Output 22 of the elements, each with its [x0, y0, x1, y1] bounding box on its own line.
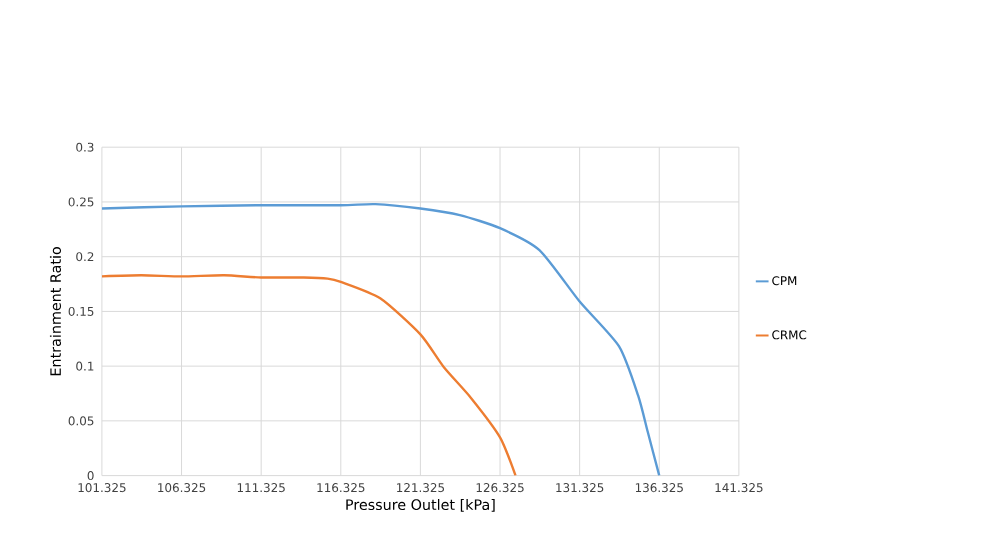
x-tick-label: 101.325 — [78, 483, 126, 493]
y-tick-label: 0.15 — [68, 307, 94, 317]
x-tick-label: 121.325 — [397, 483, 445, 493]
x-axis-title: Pressure Outlet [kPa] — [346, 499, 495, 512]
x-tick-label: 141.325 — [715, 483, 763, 493]
y-tick-label: 0.25 — [68, 197, 94, 207]
line-series — [101, 203, 661, 476]
legend-label: CRMC — [772, 330, 807, 340]
x-tick-label: 116.325 — [317, 483, 365, 493]
x-tick-label: 136.325 — [635, 483, 683, 493]
x-tick-label: 131.325 — [556, 483, 604, 493]
y-tick-label: 0.2 — [76, 252, 94, 262]
y-tick-label: 0.1 — [76, 361, 94, 371]
y-axis-title: Entrainment Ratio — [49, 247, 62, 376]
y-tick-label: 0 — [87, 471, 94, 481]
x-tick-label: 126.325 — [476, 483, 524, 493]
legend-label: CPM — [772, 276, 797, 286]
x-tick-label: 111.325 — [237, 483, 285, 493]
y-tick-label: 0.3 — [76, 142, 94, 152]
x-tick-label: 106.325 — [158, 483, 206, 493]
line-series — [101, 274, 517, 476]
y-tick-label: 0.05 — [68, 416, 94, 426]
